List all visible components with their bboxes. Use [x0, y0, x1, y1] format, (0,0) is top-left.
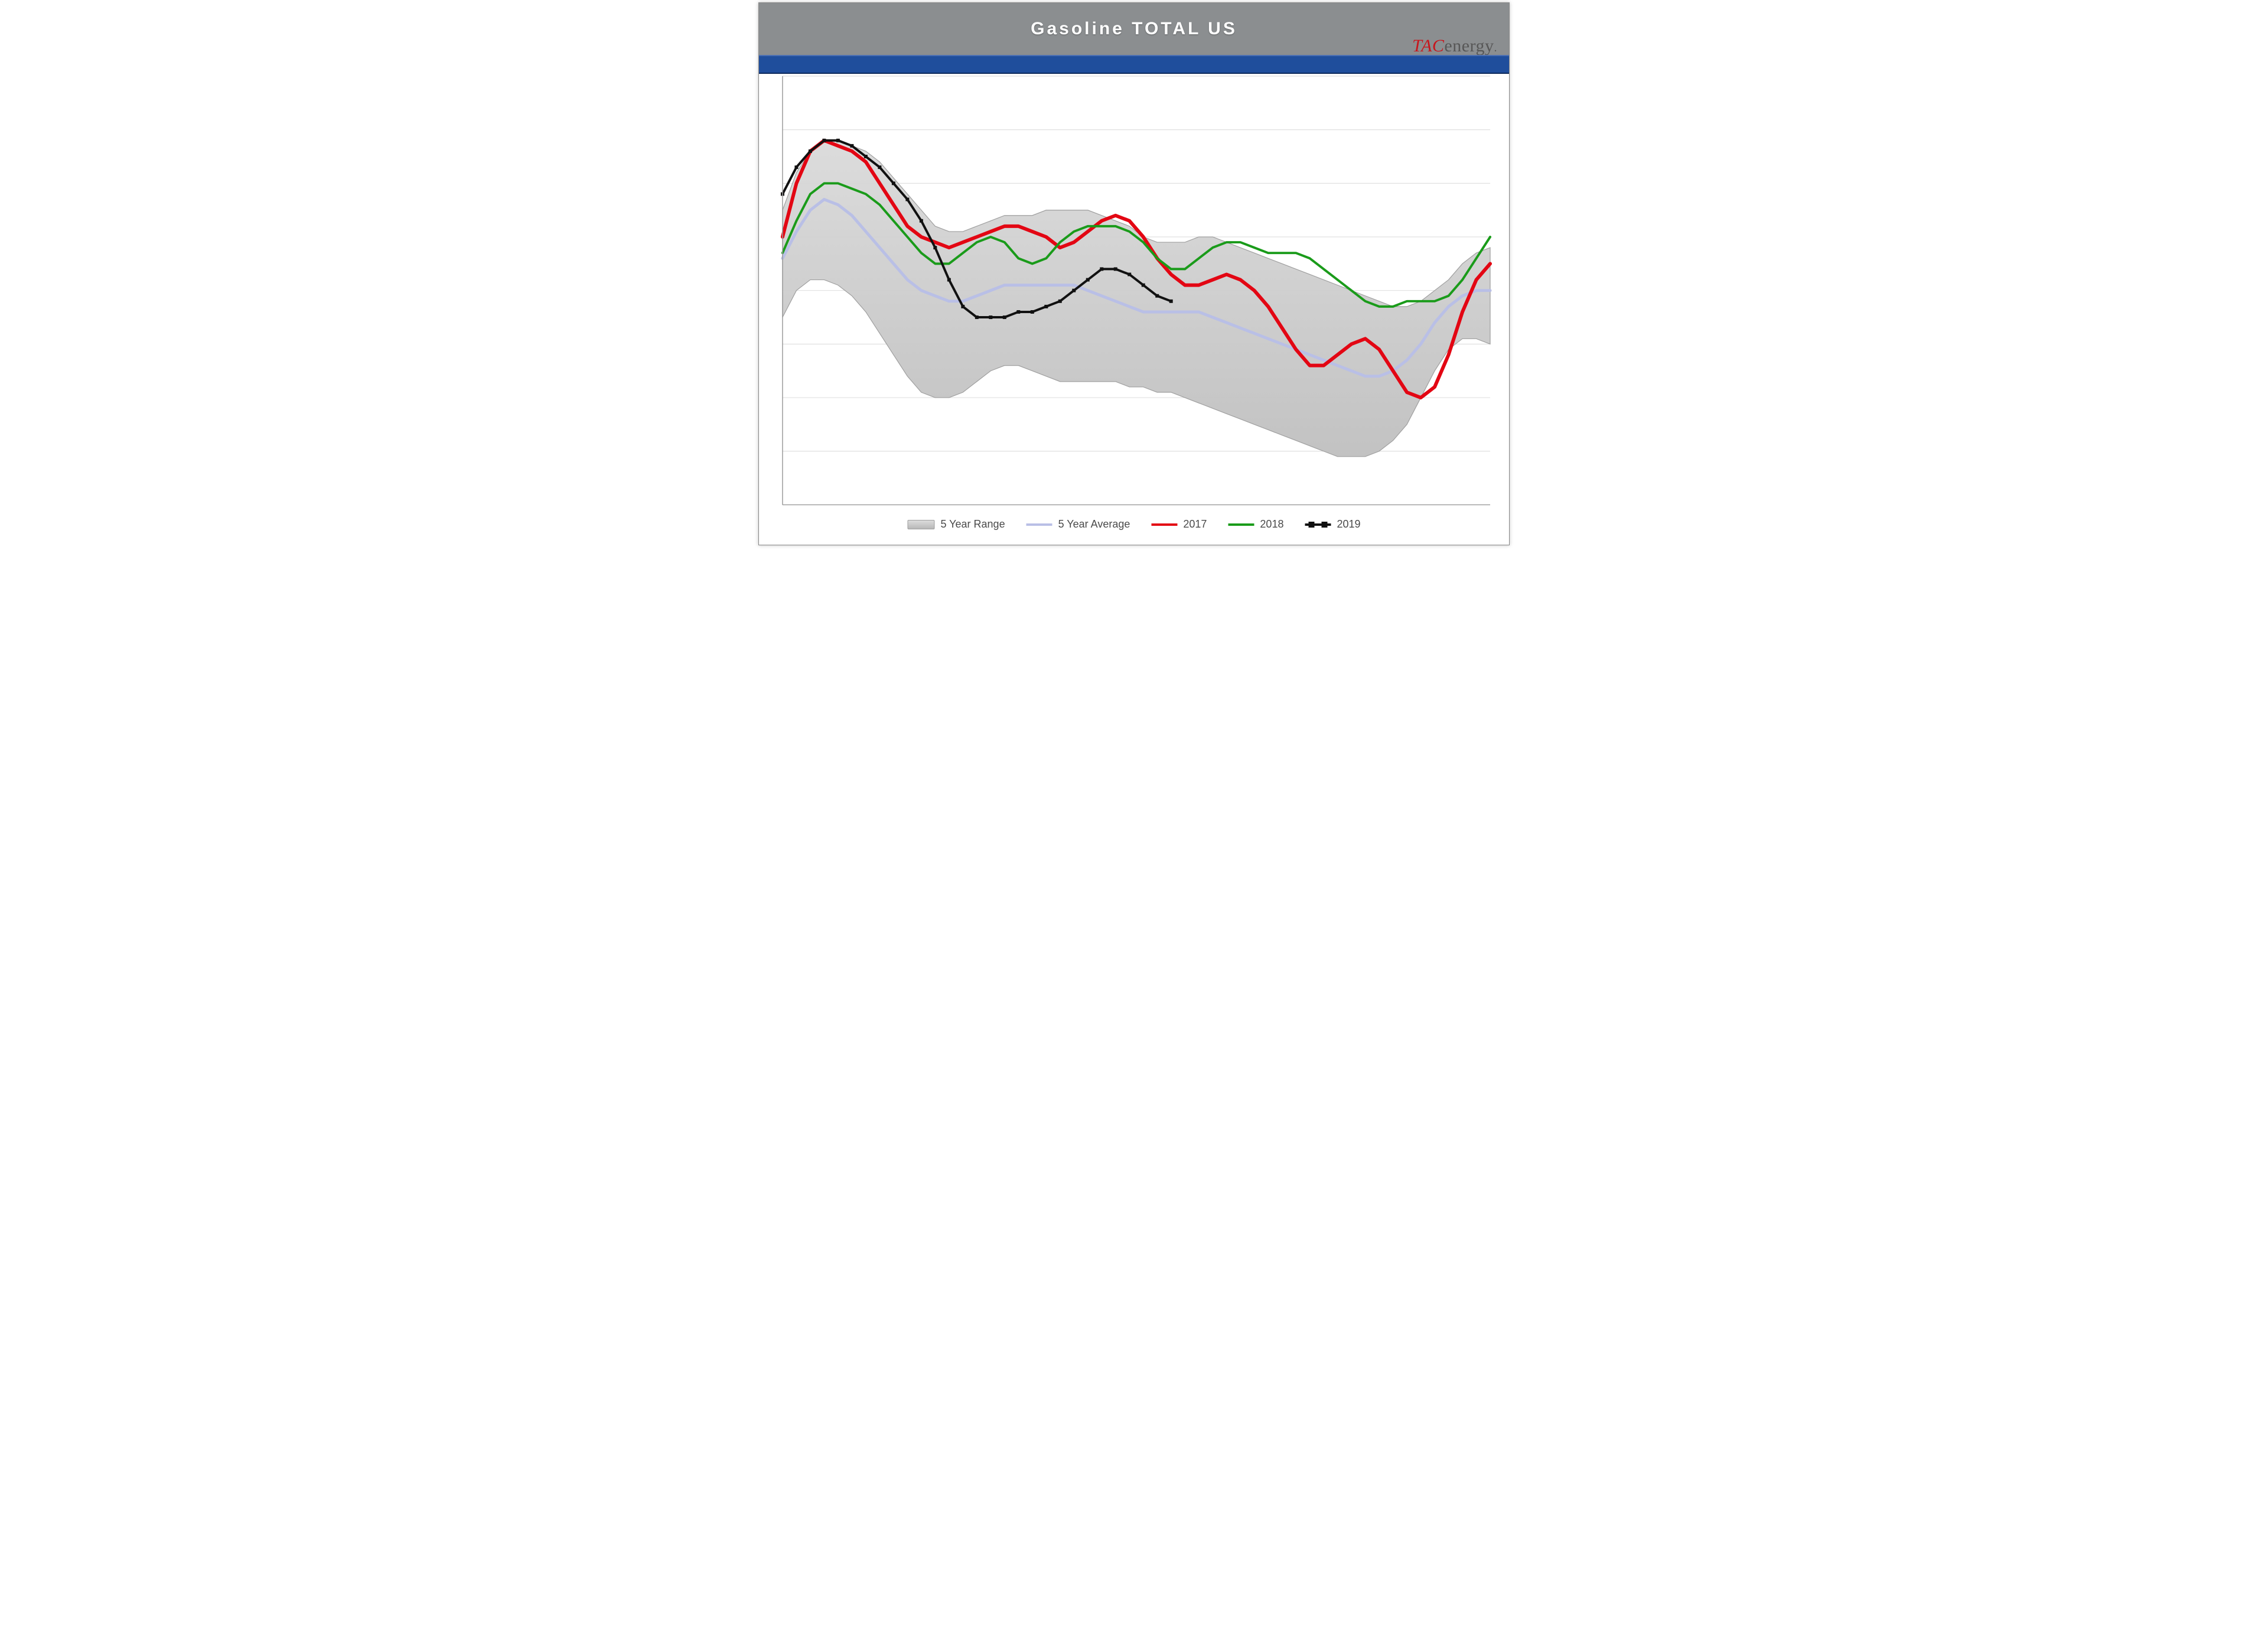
legend-item-range: 5 Year Range — [907, 518, 1005, 531]
legend: 5 Year Range 5 Year Average 2017 2018 20… — [907, 518, 1360, 531]
logo-dot: . — [1494, 41, 1498, 54]
legend-item-2017: 2017 — [1151, 518, 1207, 531]
plot-area: 5 Year Range 5 Year Average 2017 2018 20… — [772, 71, 1496, 534]
legend-label: 2017 — [1183, 518, 1207, 531]
chart-svg — [772, 71, 1496, 534]
brand-logo: TACenergy. — [1412, 36, 1497, 56]
legend-item-2018: 2018 — [1228, 518, 1283, 531]
logo-left: TAC — [1412, 36, 1444, 56]
chart-panel: Gasoline TOTAL US TACenergy. 5 Year Rang… — [758, 2, 1510, 545]
logo-right: energy — [1444, 36, 1494, 56]
range-swatch — [907, 520, 934, 529]
legend-label: 2018 — [1260, 518, 1283, 531]
title-bar: Gasoline TOTAL US TACenergy. — [759, 3, 1509, 55]
legend-label: 5 Year Average — [1058, 518, 1130, 531]
chart-container: Gasoline TOTAL US TACenergy. 5 Year Rang… — [756, 0, 1512, 548]
chart-title: Gasoline TOTAL US — [1031, 19, 1237, 39]
legend-label: 2019 — [1337, 518, 1360, 531]
legend-label: 5 Year Range — [940, 518, 1005, 531]
line-swatch — [1151, 523, 1177, 526]
legend-item-2019: 2019 — [1305, 518, 1360, 531]
marker-swatch — [1305, 523, 1331, 526]
line-swatch — [1228, 523, 1254, 526]
legend-item-avg: 5 Year Average — [1027, 518, 1130, 531]
line-swatch — [1027, 523, 1052, 526]
